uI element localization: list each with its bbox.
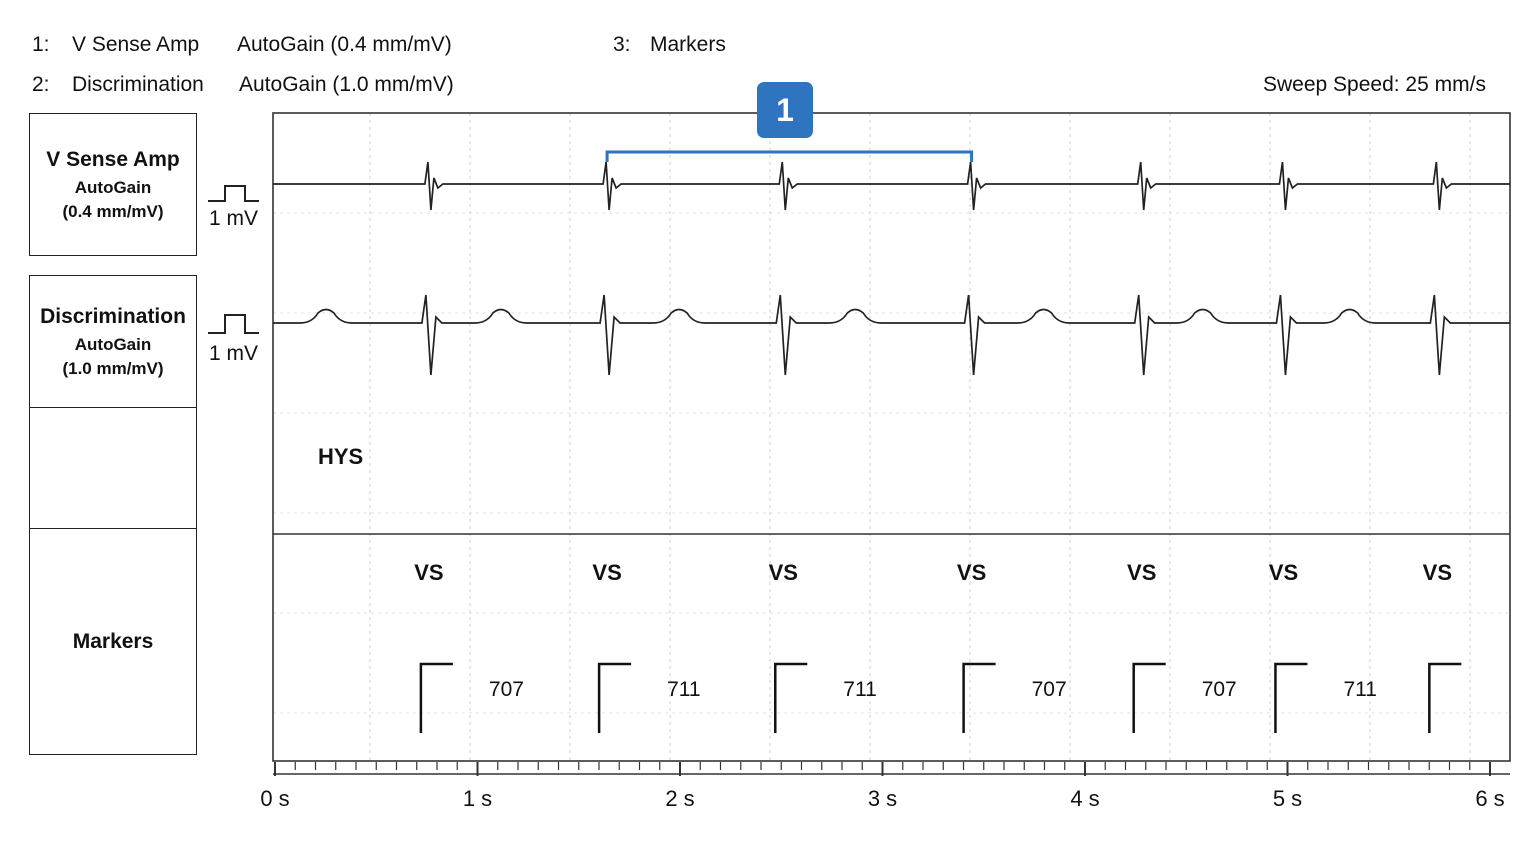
tick-label: 5 s [1273,786,1302,811]
vs-marker: VS [1423,560,1452,585]
vsense-calibration-label: 1 mV [209,207,259,230]
time-axis: 0 s 1 s 2 s 3 s 4 s 5 s 6 s [260,762,1505,811]
disc-calibration-pulse [208,314,259,334]
vsense-trace [273,161,1510,211]
interval-bracket [1274,662,1308,733]
annotation-badge: 1 [757,82,813,138]
vs-marker: VS [769,560,798,585]
interval-value: 707 [1202,678,1237,701]
strip-frame [272,112,1511,762]
ch1-name: V Sense Amp [72,33,200,56]
hys-label: HYS [318,444,363,469]
grid [273,113,1510,761]
markers-label-box: Markers [29,528,197,755]
marker-layer: VS 707 VS 711 VS 711 VS 707 VS 707 VS 711 VS [414,560,1462,733]
interval-value: 707 [1032,678,1067,701]
tick-label: 3 s [868,786,897,811]
vs-marker: VS [1269,560,1298,585]
disc-gain: AutoGain [74,334,152,354]
interval-value: 711 [1343,678,1376,701]
interval-bracket [774,662,808,733]
ch3-name: Markers [650,33,726,56]
disc-scale: (1.0 mm/mV) [62,358,164,378]
interval-bracket [597,662,632,733]
tick-label: 0 s [260,786,289,811]
vs-marker: VS [592,560,621,585]
tick-label: 4 s [1070,786,1099,811]
tick-label: 6 s [1475,786,1504,811]
ch1-number: 1: [32,33,50,56]
disc-label-box: Discrimination AutoGain (1.0 mm/mV) [29,275,197,408]
vs-marker: VS [414,560,443,585]
ch2-name: Discrimination [72,73,204,96]
vsense-label-box: V Sense Amp AutoGain (0.4 mm/mV) [29,113,197,256]
ch2-gain: AutoGain (1.0 mm/mV) [239,73,454,96]
interval-bracket [419,662,453,733]
tick-label: 1 s [463,786,492,811]
interval-bracket [962,662,996,733]
discrimination-trace [273,294,1510,376]
vs-marker: VS [957,560,986,585]
vsense-calibration-pulse [208,185,259,202]
markers-title: Markers [72,629,154,653]
interval-value: 707 [489,678,524,701]
tick-label: 2 s [665,786,694,811]
ch2-number: 2: [32,73,50,96]
ch3-number: 3: [613,33,631,56]
interval-bracket [1132,662,1166,733]
vs-marker: VS [1127,560,1156,585]
interval-value: 711 [843,678,876,701]
sweep-speed: Sweep Speed: 25 mm/s [1263,73,1486,96]
vsense-title: V Sense Amp [46,147,180,171]
vsense-scale: (0.4 mm/mV) [62,201,164,221]
ch1-gain: AutoGain (0.4 mm/mV) [237,33,452,56]
vsense-gain: AutoGain [74,177,152,197]
disc-calibration-label: 1 mV [209,342,259,365]
disc-title: Discrimination [40,304,186,328]
blank-label-box [29,407,197,529]
interval-value: 711 [667,678,700,701]
highlight-bracket [605,150,974,162]
interval-bracket [1428,662,1462,733]
